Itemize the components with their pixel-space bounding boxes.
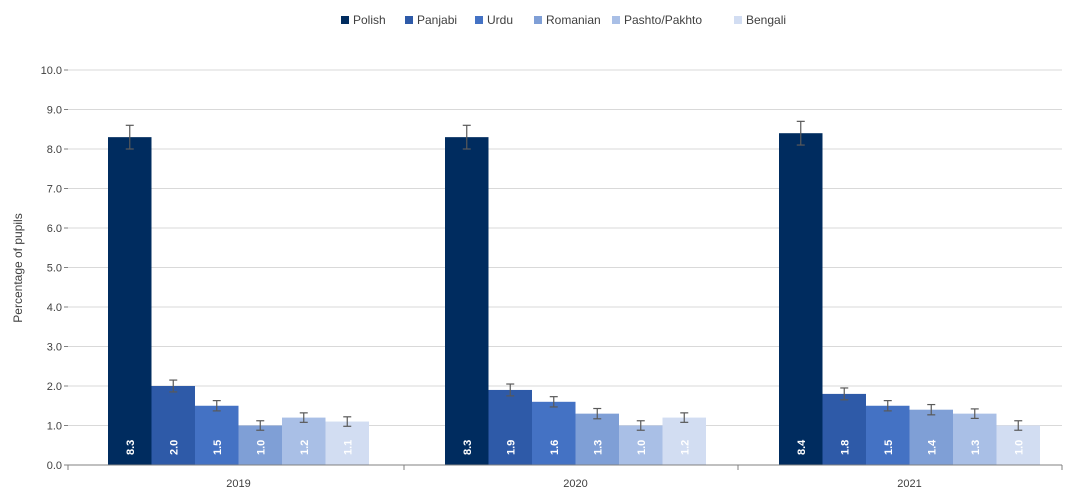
bar-pashto-pakhto-2021: [953, 413, 997, 465]
legend-item-urdu: Urdu: [475, 13, 513, 27]
bar-value-label: 1.5: [883, 440, 895, 455]
legend-swatch: [405, 16, 413, 24]
bar-value-label: 1.9: [505, 440, 517, 455]
bar-value-label: 1.1: [342, 440, 354, 455]
bar-bengali-2019: [325, 421, 369, 465]
bar-romanian-2021: [909, 409, 953, 465]
bar-urdu-2019: [195, 405, 239, 465]
y-tick-label: 4.0: [47, 302, 62, 314]
legend: Polish Panjabi Urdu Romanian Pashto/Pakhto Be…: [341, 13, 786, 27]
bar-panjabi-2021: [822, 393, 866, 465]
legend-item-romanian: Romanian: [534, 13, 601, 27]
legend-label: Bengali: [746, 13, 786, 27]
y-tick-label: 10.0: [41, 65, 62, 77]
bar-value-label: 1.4: [926, 439, 938, 455]
legend-swatch: [734, 16, 742, 24]
x-category-label: 2019: [226, 478, 250, 489]
bar-polish-2021: [779, 133, 823, 465]
bar-romanian-2020: [575, 413, 619, 465]
legend-item-panjabi: Panjabi: [405, 13, 457, 27]
bar-value-label: 1.5: [212, 440, 224, 455]
y-axis-title: Percentage of pupils: [11, 213, 25, 322]
legend-swatch: [534, 16, 542, 24]
bar-value-label: 8.4: [796, 439, 808, 455]
bar-pashto-pakhto-2019: [282, 417, 326, 465]
x-category-label: 2021: [897, 478, 921, 489]
y-tick-label: 1.0: [47, 421, 62, 433]
legend-swatch: [341, 16, 349, 24]
bar-bengali-2021: [996, 425, 1040, 465]
x-axis-categories: 2019 2020 2021: [67, 465, 1063, 489]
bar-bengali-2020: [662, 417, 706, 465]
y-tick-label: 3.0: [47, 342, 62, 354]
bar-value-label: 1.2: [299, 440, 311, 455]
bar-value-label: 1.0: [636, 440, 648, 455]
bar-value-label: 1.2: [679, 440, 691, 455]
legend-label: Romanian: [546, 13, 601, 27]
y-tick-label: 2.0: [47, 381, 62, 393]
bar-romanian-2019: [238, 425, 282, 465]
y-axis-ticks: 0.0 1.0 2.0 3.0 4.0 5.0 6.0 7.0 8.0 9.0 10.0: [41, 65, 68, 472]
bar-pashto-pakhto-2020: [619, 425, 663, 465]
y-tick-label: 9.0: [47, 105, 62, 117]
bar-value-label: 1.0: [255, 440, 267, 455]
bar-value-label: 1.8: [839, 440, 851, 455]
bar-urdu-2020: [532, 401, 576, 465]
bar-value-label: 2.0: [168, 440, 180, 455]
bar-value-label: 8.3: [462, 440, 474, 455]
legend-label: Panjabi: [417, 13, 457, 27]
bar-panjabi-2020: [488, 389, 532, 465]
legend-label: Pashto/Pakhto: [624, 13, 702, 27]
bar-polish-2019: [108, 137, 152, 465]
y-tick-label: 7.0: [47, 184, 62, 196]
legend-label: Polish: [353, 13, 386, 27]
bars: 8.3 2.0 1.5 1.0 1.2 1.1 8.3 1.9 1.6 1.3 1.0 1.2 8.4 1…: [108, 120, 1040, 465]
y-tick-label: 6.0: [47, 223, 62, 235]
bar-value-label: 1.3: [592, 440, 604, 455]
legend-swatch: [612, 16, 620, 24]
legend-item-bengali: Bengali: [734, 13, 786, 27]
legend-item-polish: Polish: [341, 13, 386, 27]
bar-value-label: 8.3: [125, 440, 137, 455]
x-category-label: 2020: [563, 478, 587, 489]
legend-item-pashto-pakhto: Pashto/Pakhto: [612, 13, 702, 27]
bar-value-label: 1.6: [549, 440, 561, 455]
bar-value-label: 1.0: [1013, 440, 1025, 455]
bar-urdu-2021: [866, 405, 910, 465]
y-tick-label: 5.0: [47, 263, 62, 275]
legend-label: Urdu: [487, 13, 513, 27]
bar-panjabi-2019: [151, 386, 195, 465]
y-tick-label: 0.0: [47, 460, 62, 472]
gridlines: [68, 69, 1062, 426]
bar-value-label: 1.3: [970, 440, 982, 455]
legend-swatch: [475, 16, 483, 24]
bar-polish-2020: [445, 137, 489, 465]
y-tick-label: 8.0: [47, 144, 62, 156]
